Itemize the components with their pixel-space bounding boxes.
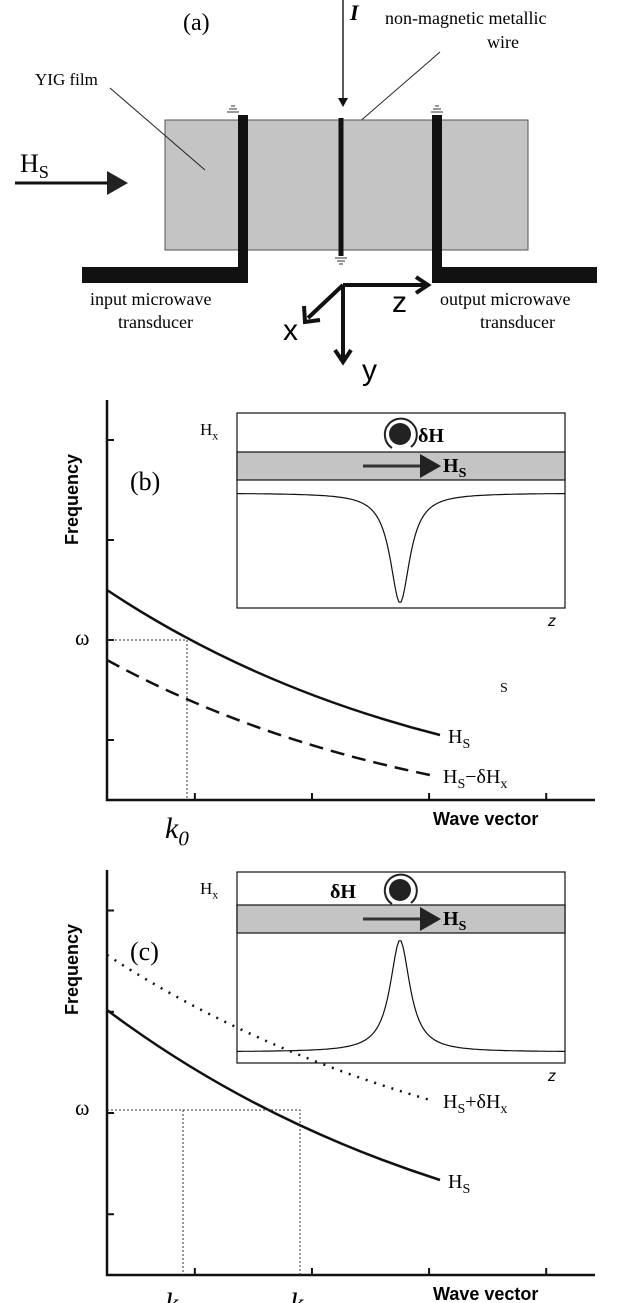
inset-h-label: Hx [200,879,218,901]
curve-hs [106,588,441,737]
current-label: I [349,0,360,25]
k0-label: k0 [165,1287,189,1303]
output-label: transducer [480,312,555,332]
wire-field-loop [383,417,418,449]
wire-pointer [349,51,441,131]
inset-film [236,451,566,481]
curve-hs-label: HS [448,1171,470,1197]
y-axis-label: Frequency [62,454,82,545]
axis-label: y [362,354,377,387]
curve-shifted [106,953,431,1102]
guide-lines [107,1109,301,1275]
inset-z-label: z [547,1068,556,1085]
stray-mark: S [500,681,508,696]
curve-shifted [106,658,431,777]
guide-lines [107,639,188,800]
input-label: transducer [118,312,193,332]
panel-b: Frequency Wave vector (b) ω HS Hx z δH HS HS−δHx k… [62,400,595,851]
omega-label: ω [75,625,89,650]
yig-film [164,119,529,251]
input-label: input microwave [90,289,211,309]
wire-label: non-magnetic metallic [385,8,546,28]
panel-c: Frequency Wave vector (c) ω HS Hx z δH HS HS+δHx k… [62,870,595,1303]
inset-h-label: Hx [200,420,218,442]
curve-hs-label: HS [448,726,470,752]
panel-label: (a) [183,10,210,36]
inset-frame [236,412,566,609]
inset-dh: δH [418,425,444,447]
inset-frame [236,871,566,1064]
x-axis-label: Wave vector [433,809,538,829]
panel-label: (c) [130,937,159,966]
curve-hs [106,1009,441,1182]
axes [105,400,595,802]
film-pointer [109,87,206,171]
curve-shifted-label: HS+δHx [443,1091,507,1117]
coordinate-axes [302,275,432,366]
axis-label: x [283,314,298,347]
x-axis-label: Wave vector [433,1284,538,1303]
inset-z-label: z [547,613,556,630]
axis-label: z [392,286,407,319]
inset-hs: HS [443,455,467,481]
k0-label: k0 [165,812,189,851]
inset-hs: HS [443,908,467,934]
y-axis-label: Frequency [62,924,82,1015]
output-label: output microwave [440,289,570,309]
film-label: YIG film [35,70,98,89]
inset-dh: δH [330,881,356,903]
wire-section [389,423,411,445]
curve-shifted-label: HS−δHx [443,766,507,792]
ground-symbols [227,105,443,265]
panel-label: (b) [130,467,160,496]
panel-a: (a) I non-magnetic metallic wire YIG fil… [15,0,597,387]
wire-label: wire [487,32,519,52]
omega-label: ω [75,1095,89,1120]
wire-field-loop [383,873,418,905]
ki-label: ki [290,1287,309,1303]
inset-profile [237,493,565,603]
axes [105,870,595,1277]
wire-section [389,879,411,901]
field-label: HS [20,149,49,182]
